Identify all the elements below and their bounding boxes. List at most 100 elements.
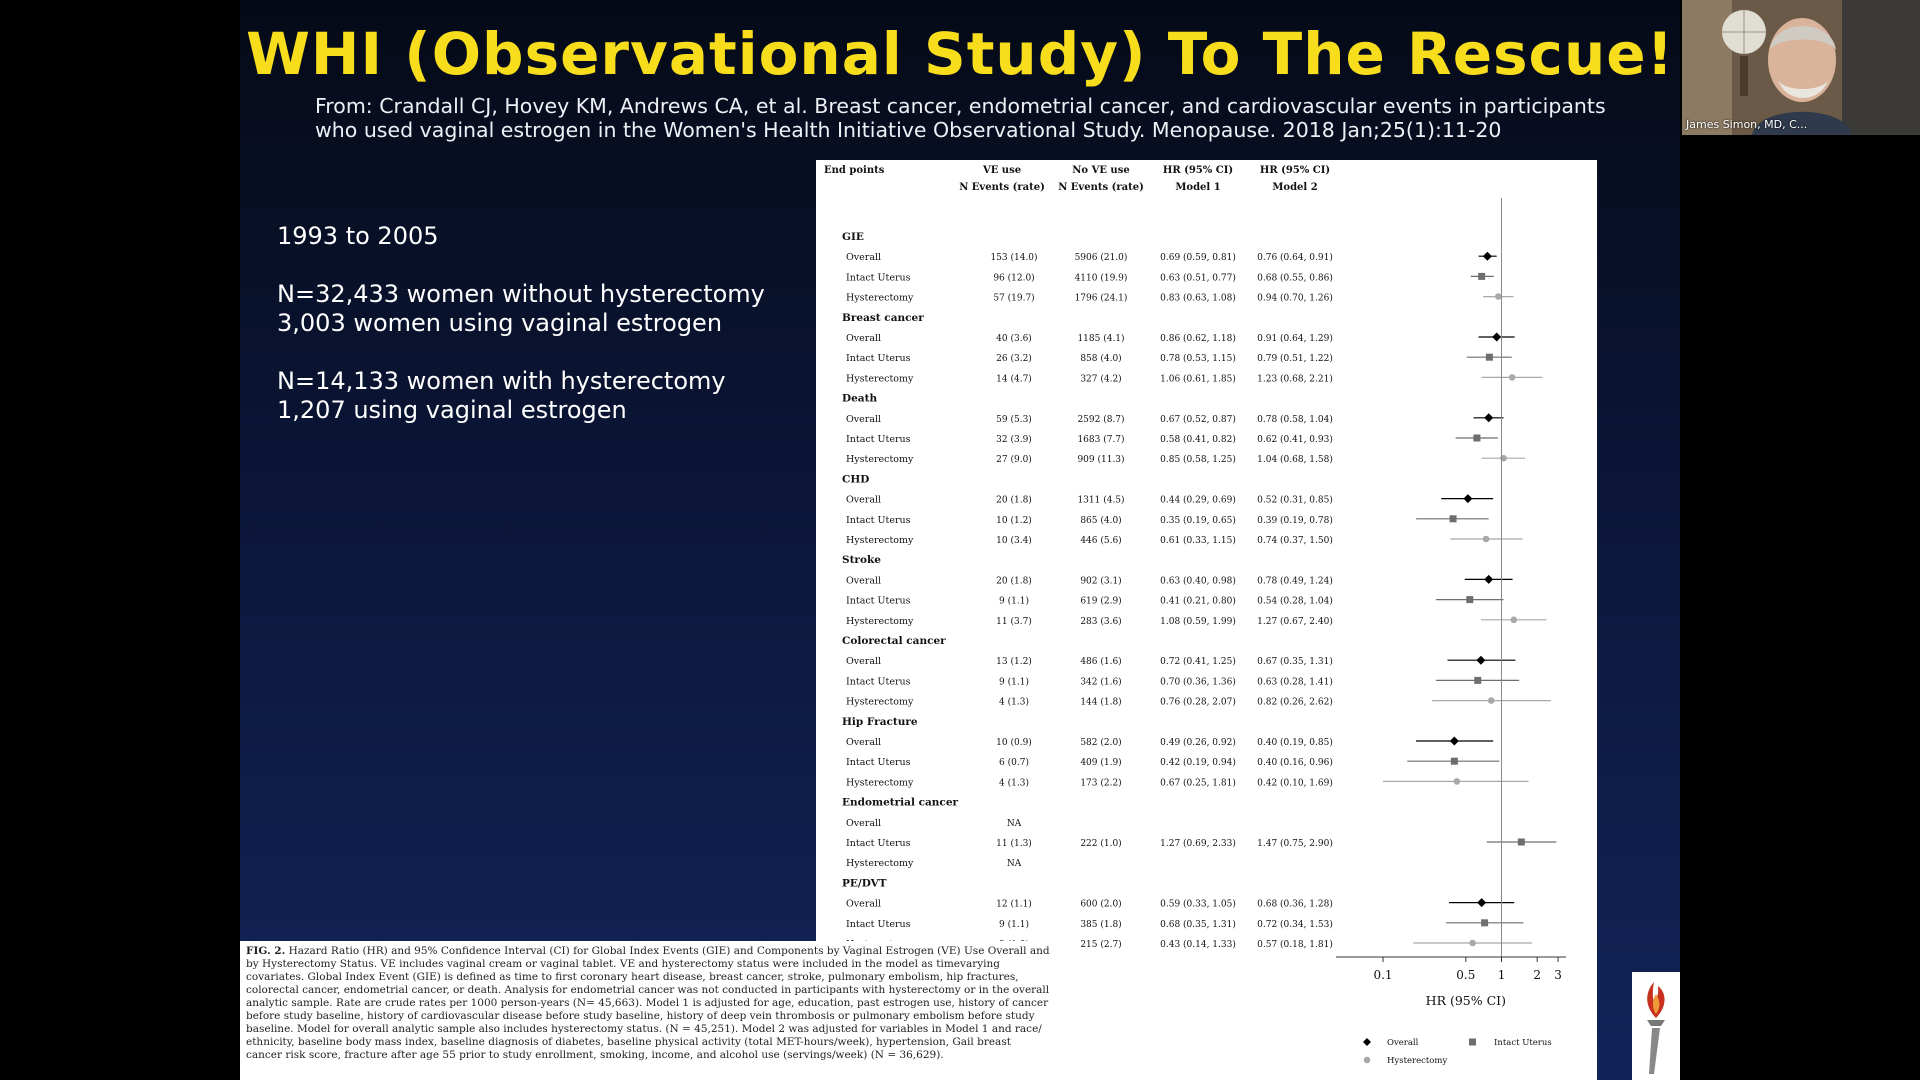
hr-point-square (1466, 596, 1474, 604)
row-label: Overall (846, 656, 881, 667)
x-axis-tick-label: 0.1 (1373, 968, 1392, 982)
no-ve-events: 600 (2.0) (1080, 899, 1121, 910)
endpoint-group-label: Endometrial cancer (842, 797, 958, 809)
ve-events: 40 (3.6) (996, 333, 1032, 344)
no-ve-events: 902 (3.1) (1080, 575, 1121, 586)
webcam-tile[interactable]: James Simon, MD, C... (1682, 0, 1920, 135)
ve-events: 4 (1.3) (999, 697, 1029, 708)
ve-events: 12 (1.1) (996, 899, 1032, 910)
hr-point-diamond (1449, 736, 1459, 746)
endpoint-group-label: CHD (842, 473, 869, 485)
summary-line: N=14,133 women with hysterectomy (277, 367, 726, 395)
x-axis-label: HR (95% CI) (1426, 993, 1506, 1008)
no-ve-events: 327 (4.2) (1080, 373, 1121, 384)
hr-model1: 0.83 (0.63, 1.08) (1160, 293, 1236, 304)
ve-events: 57 (19.7) (993, 293, 1034, 304)
hr-model1: 0.76 (0.28, 2.07) (1160, 697, 1236, 708)
no-ve-events: 486 (1.6) (1080, 656, 1121, 667)
hr-model2: 0.67 (0.35, 1.31) (1257, 656, 1333, 667)
hr-model2: 0.40 (0.16, 0.96) (1257, 757, 1333, 768)
ve-events: 9 (1.1) (999, 596, 1029, 607)
ve-events: 11 (3.7) (996, 616, 1032, 627)
hr-point-circle (1469, 939, 1476, 947)
no-ve-events: 173 (2.2) (1080, 777, 1121, 788)
hr-model1: 0.58 (0.41, 0.82) (1160, 434, 1236, 445)
x-axis-tick-label: 1 (1498, 968, 1506, 982)
row-label: Intact Uterus (846, 838, 911, 849)
figure-caption: FIG. 2. Hazard Ratio (HR) and 95% Confid… (240, 941, 1056, 1080)
ve-events: 11 (1.3) (996, 838, 1032, 849)
hr-model2: 0.42 (0.10, 1.69) (1257, 777, 1333, 788)
hr-model2: 0.94 (0.70, 1.26) (1257, 293, 1333, 304)
hr-model1: 0.49 (0.26, 0.92) (1160, 737, 1236, 748)
no-ve-events: 1796 (24.1) (1075, 293, 1128, 304)
row-label: Overall (846, 414, 881, 425)
no-ve-events: 909 (11.3) (1077, 454, 1124, 465)
hr-model1: 0.72 (0.41, 1.25) (1160, 656, 1236, 667)
hr-point-square (1473, 434, 1481, 442)
summary-line: N=32,433 women without hysterectomy (277, 280, 765, 308)
no-ve-events: 283 (3.6) (1080, 616, 1121, 627)
no-ve-events: 5906 (21.0) (1075, 252, 1128, 263)
hr-point-square (1481, 919, 1489, 927)
no-ve-events: 446 (5.6) (1080, 535, 1121, 546)
ve-events: NA (1007, 819, 1022, 829)
hr-model1: 0.78 (0.53, 1.15) (1160, 353, 1236, 364)
hr-point-diamond (1492, 332, 1502, 342)
hr-point-square (1449, 515, 1457, 523)
ve-events: 32 (3.9) (996, 434, 1032, 445)
citation: From: Crandall CJ, Hovey KM, Andrews CA,… (315, 94, 1606, 142)
no-ve-events: 582 (2.0) (1080, 737, 1121, 748)
hr-model1: 0.59 (0.33, 1.05) (1160, 899, 1236, 910)
endpoint-group-label: PE/DVT (842, 877, 887, 889)
hr-model2: 1.27 (0.67, 2.40) (1257, 616, 1333, 627)
column-header: No VE use (1072, 165, 1129, 176)
study-period: 1993 to 2005 (277, 222, 439, 250)
no-ve-events: 222 (1.0) (1080, 838, 1121, 849)
no-ve-events: 858 (4.0) (1080, 353, 1121, 364)
hr-model2: 0.72 (0.34, 1.53) (1257, 919, 1333, 930)
ve-events: 9 (1.1) (999, 919, 1029, 930)
hr-point-square (1517, 838, 1525, 846)
torch-logo (1632, 972, 1680, 1080)
row-label: Overall (846, 737, 881, 748)
legend-label-hysterectomy: Hysterectomy (1387, 1056, 1447, 1066)
ve-events: 27 (9.0) (996, 454, 1032, 465)
hr-model2: 0.79 (0.51, 1.22) (1257, 353, 1333, 364)
row-label: Overall (846, 899, 881, 910)
hr-model2: 0.63 (0.28, 1.41) (1257, 676, 1333, 687)
endpoint-group-label: Hip Fracture (842, 716, 918, 728)
ve-events: 59 (5.3) (996, 414, 1032, 425)
hr-model1: 1.06 (0.61, 1.85) (1160, 373, 1236, 384)
x-axis-tick-label: 2 (1533, 968, 1541, 982)
row-label: Overall (846, 818, 881, 829)
ve-events: 13 (1.2) (996, 656, 1032, 667)
slide: WHI (Observational Study) To The Rescue!… (240, 0, 1680, 1080)
ve-events: 20 (1.8) (996, 495, 1032, 506)
hr-model2: 0.52 (0.31, 0.85) (1257, 495, 1333, 506)
legend-label-overall: Overall (1387, 1038, 1419, 1048)
ve-events: 10 (3.4) (996, 535, 1032, 546)
hr-point-diamond (1463, 494, 1473, 504)
column-header: N Events (rate) (959, 182, 1045, 193)
row-label: Hysterectomy (846, 697, 914, 708)
ve-events: 153 (14.0) (990, 252, 1037, 263)
legend-marker-hysterectomy (1363, 1056, 1371, 1064)
no-ve-events: 4110 (19.9) (1075, 272, 1128, 283)
hr-model2: 0.68 (0.36, 1.28) (1257, 899, 1333, 910)
hr-model1: 0.63 (0.51, 0.77) (1160, 272, 1236, 283)
column-header: N Events (rate) (1058, 182, 1144, 193)
participant-name: James Simon, MD, C... (1686, 118, 1808, 131)
hr-model1: 0.85 (0.58, 1.25) (1160, 454, 1236, 465)
row-label: Hysterectomy (846, 373, 914, 384)
hr-model2: 0.54 (0.28, 1.04) (1257, 596, 1333, 607)
hr-point-circle (1488, 697, 1495, 704)
hr-model2: 0.40 (0.19, 0.85) (1257, 737, 1333, 748)
column-header: HR (95% CI) (1260, 165, 1330, 176)
hr-point-diamond (1477, 898, 1487, 908)
x-axis-tick-label: 0.5 (1456, 968, 1475, 982)
ve-events: NA (1007, 859, 1022, 869)
caption-text: Hazard Ratio (HR) and 95% Confidence Int… (246, 945, 1050, 1061)
row-label: Overall (846, 252, 881, 263)
hr-point-square (1450, 757, 1458, 765)
